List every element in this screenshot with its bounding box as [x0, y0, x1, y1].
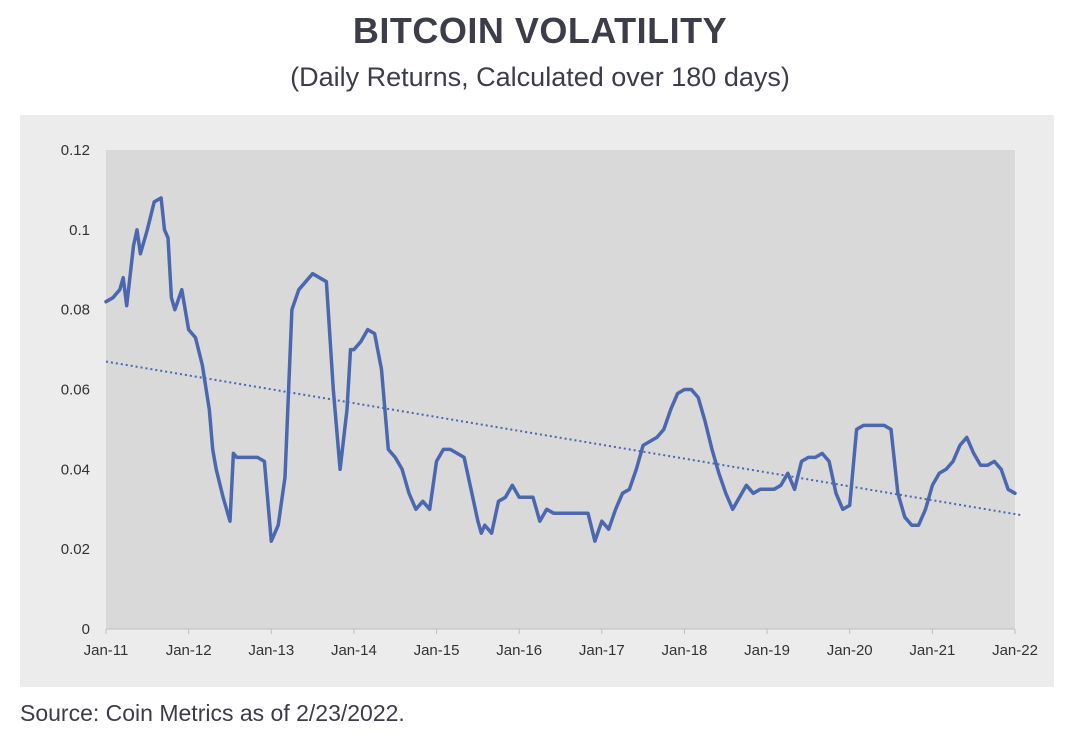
- y-tick-label: 0.08: [61, 302, 90, 319]
- volatility-series-line: [104, 196, 1017, 543]
- chart-title: BITCOIN VOLATILITY: [352, 10, 728, 51]
- plot-area: [106, 150, 1015, 629]
- x-tick-label: Jan-13: [248, 642, 294, 659]
- x-axis: Jan-11 Jan-12 Jan-13 Jan-14 Jan-15 Jan-16 Jan-…: [84, 628, 1038, 659]
- x-tick-label: Jan-11: [84, 642, 129, 659]
- volatility-chart: 00.020.040.060.080.10.12 Jan-11 Jan-12 Jan…: [61, 142, 1038, 659]
- chart-panel: 0 0.02 0.04 0.06 0.08 0.1 0.12 Jan-11 Jan-12 Jan…: [20, 115, 1054, 687]
- x-tick-label: Jan-18: [662, 642, 708, 659]
- x-tick-label: Jan-19: [744, 642, 790, 659]
- y-tick-label: 0.06: [61, 382, 90, 399]
- source-note: Source: Coin Metrics as of 2/23/2022.: [20, 700, 405, 726]
- x-tick-label: Jan-21: [909, 642, 955, 659]
- x-tick-label: Jan-16: [496, 642, 542, 659]
- y-tick-label: 0: [82, 621, 90, 638]
- series-layer: [104, 196, 1017, 543]
- x-tick-label: Jan-17: [579, 642, 625, 659]
- x-tick-label: Jan-12: [166, 642, 212, 659]
- y-axis: 0 0.02 0.04 0.06 0.08 0.1 0.12: [61, 142, 90, 638]
- x-tick-label: Jan-20: [827, 642, 873, 659]
- x-tick-label: Jan-14: [331, 642, 377, 659]
- y-tick-label: 0.04: [61, 461, 90, 478]
- x-tick-label: Jan-15: [414, 642, 460, 659]
- x-tick-label: Jan-22: [992, 642, 1038, 659]
- y-tick-label: 0.02: [61, 541, 90, 558]
- chart-subtitle: (Daily Returns, Calculated over 180 days…: [290, 62, 790, 92]
- y-tick-label: 0.1: [69, 222, 90, 239]
- y-tick-label: 0.12: [61, 142, 90, 159]
